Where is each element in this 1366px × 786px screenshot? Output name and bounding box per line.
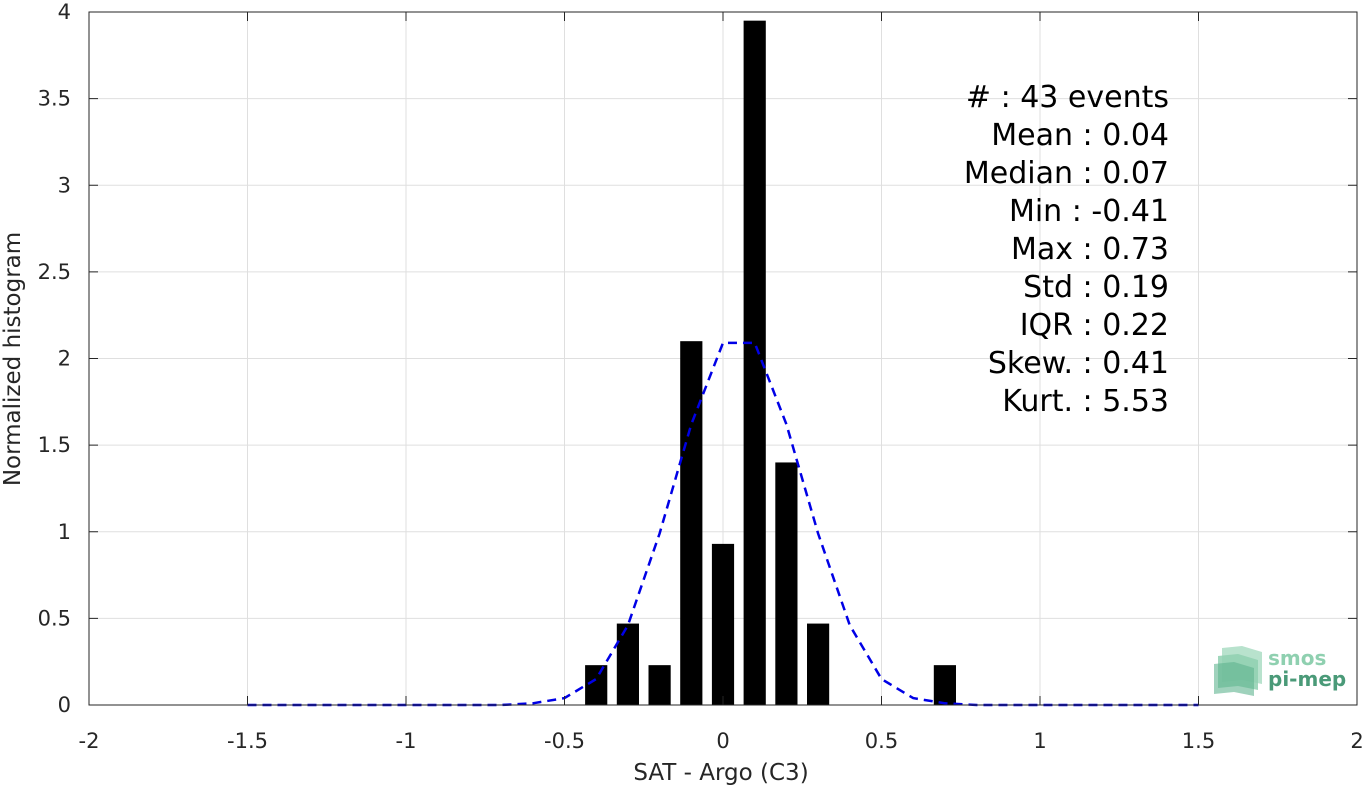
histogram-bar (807, 623, 830, 705)
y-tick-label: 1.5 (38, 433, 71, 457)
x-tick-label: -0.5 (544, 729, 585, 753)
y-tick-label: 0.5 (38, 606, 71, 630)
y-tick-label: 0 (58, 693, 71, 717)
histogram-bar (680, 341, 703, 705)
x-tick-label: -1 (396, 729, 417, 753)
stats-line: Skew. : 0.41 (988, 346, 1169, 381)
logo-mark-icon (1214, 646, 1262, 696)
x-tick-label: 0 (716, 729, 729, 753)
plot-frame (88, 11, 1358, 706)
logo-text-pi-mep: pi-mep (1268, 667, 1346, 691)
smos-pi-mep-logo: smos pi-mep (1214, 646, 1346, 696)
x-tick-label: 0.5 (865, 729, 898, 753)
x-tick-label: -2 (79, 729, 100, 753)
tick-labels: -2 -1.5 -1 -0.5 0 0.5 1 1.5 2 0 0.5 1 1.5 2 2.5 3 3.5 4 (38, 0, 1364, 753)
y-axis-label: Normalized histogram (0, 232, 26, 486)
histogram-bar (775, 462, 798, 705)
stats-line: Min : -0.41 (1009, 194, 1169, 229)
stats-line: Kurt. : 5.53 (1002, 384, 1169, 419)
y-tick-label: 3.5 (38, 87, 71, 111)
y-tick-label: 4 (58, 0, 71, 24)
y-tick-label: 2.5 (38, 260, 71, 284)
histogram-bar (933, 665, 956, 705)
x-tick-label: 2 (1350, 729, 1363, 753)
y-tick-label: 1 (58, 520, 71, 544)
x-tick-label: 1 (1033, 729, 1046, 753)
y-tick-label: 3 (58, 173, 71, 197)
axes-frame (88, 11, 1358, 706)
stats-line: # : 43 events (966, 80, 1169, 115)
histogram-bar (585, 665, 608, 705)
histogram-bar (648, 665, 671, 705)
histogram-bar (743, 20, 766, 706)
histogram-bar (616, 623, 639, 705)
x-axis-label: SAT - Argo (C3) (633, 760, 808, 786)
y-tick-label: 2 (58, 347, 71, 371)
stats-line: Median : 0.07 (964, 156, 1169, 191)
stats-line: Max : 0.73 (1011, 232, 1169, 267)
stats-line: Std : 0.19 (1023, 270, 1169, 305)
stats-line: Mean : 0.04 (991, 118, 1169, 153)
histogram-bar (711, 543, 735, 705)
logo-text-smos: smos (1268, 646, 1326, 670)
stats-line: IQR : 0.22 (1020, 308, 1169, 343)
histogram-bars (585, 20, 956, 706)
x-tick-label: 1.5 (1182, 729, 1215, 753)
x-tick-label: -1.5 (227, 729, 268, 753)
